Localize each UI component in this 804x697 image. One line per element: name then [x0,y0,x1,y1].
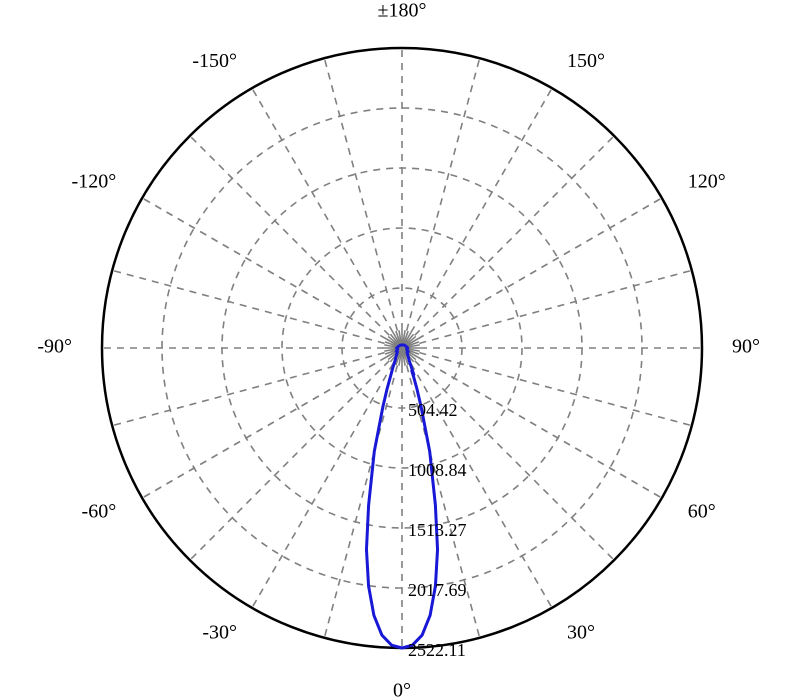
angle-label: ±180° [378,0,427,22]
angle-label: 60° [688,501,716,523]
radial-labels: 504.42 1008.84 1513.27 2017.69 2522.11 [408,400,467,660]
angle-label: 30° [567,621,595,643]
angle-label: -150° [192,50,237,72]
radial-tick-label: 1513.27 [408,520,467,540]
angle-label: -90° [37,336,72,358]
angle-label: -30° [202,621,237,643]
radial-tick-label: 1008.84 [408,460,467,480]
angle-label: -120° [72,171,117,193]
angle-label: 90° [732,336,760,358]
angle-label: 0° [393,680,411,697]
radial-tick-label: 2017.69 [408,580,467,600]
angle-label: -60° [82,501,117,523]
radial-tick-label: 504.42 [408,400,458,420]
radial-tick-label: 2522.11 [408,640,466,660]
angle-label: 150° [567,50,605,72]
angle-label: 120° [688,171,726,193]
center-hub [384,330,420,366]
polar-chart: ±180° -150° -120° -90° -60° -30° 0° 30° 60° 90° 12… [0,0,804,697]
